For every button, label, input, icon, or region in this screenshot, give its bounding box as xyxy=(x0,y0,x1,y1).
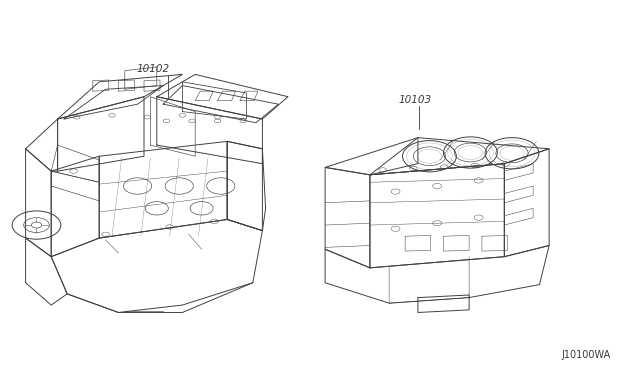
Text: 10103: 10103 xyxy=(399,95,432,105)
Text: J10100WA: J10100WA xyxy=(562,350,611,360)
Text: 10102: 10102 xyxy=(136,64,170,74)
